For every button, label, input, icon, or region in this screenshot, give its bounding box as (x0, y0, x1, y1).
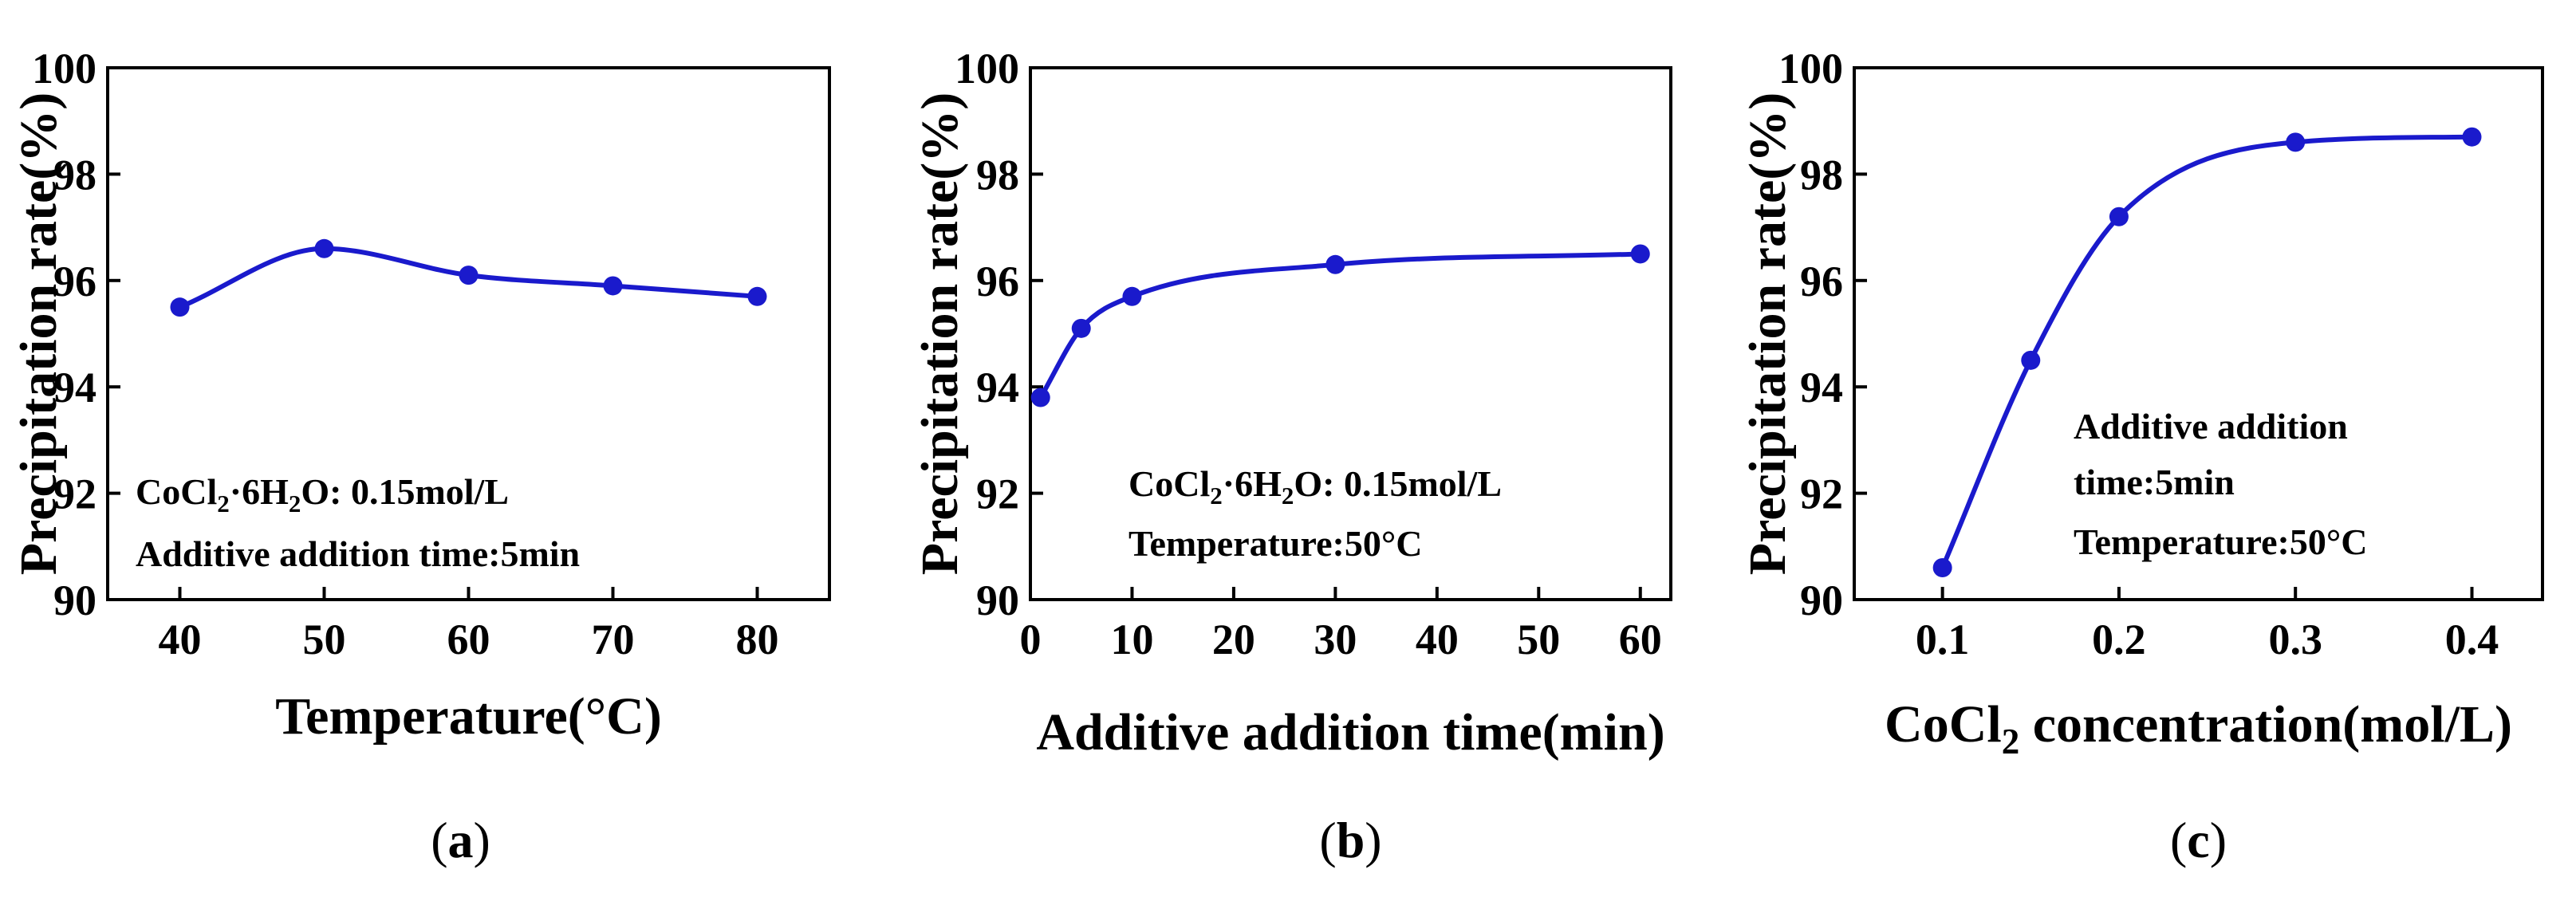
data-point (2462, 127, 2482, 147)
x-tick-label: 30 (1314, 616, 1357, 663)
series-line (1940, 134, 2472, 569)
y-tick-label: 90 (53, 576, 97, 624)
x-tick-label: 60 (1619, 616, 1662, 663)
data-point (1630, 244, 1650, 264)
data-point (1071, 318, 1091, 338)
x-tick-label: 40 (1416, 616, 1459, 663)
annotation-line: Temperature:50°C (1128, 523, 1422, 564)
x-tick-label: 0.2 (2092, 616, 2146, 663)
data-point (2286, 132, 2306, 152)
plot-frame (1029, 66, 1672, 601)
panel-label: (a) (431, 812, 490, 868)
y-tick-label: 90 (1800, 576, 1843, 624)
data-point (1030, 388, 1050, 407)
x-tick-label: 0 (1020, 616, 1042, 663)
x-tick-label: 60 (447, 616, 490, 663)
x-tick-label: 70 (592, 616, 635, 663)
y-tick-label: 92 (976, 470, 1019, 518)
annotation-line: Temperature:50°C (2074, 521, 2367, 562)
y-axis-title: Precipitation rate(%) (10, 92, 68, 575)
series-line (1038, 251, 1641, 399)
data-point (2021, 350, 2041, 370)
data-point (2109, 207, 2129, 226)
data-point (603, 276, 623, 296)
panel-label: (c) (2170, 812, 2227, 868)
data-point (170, 297, 190, 317)
x-tick-label: 50 (303, 616, 346, 663)
data-point (1932, 557, 1952, 577)
x-tick-label: 0.1 (1916, 616, 1970, 663)
annotation-line: Additive addition time:5min (136, 533, 580, 574)
x-tick-label: 10 (1110, 616, 1153, 663)
y-tick-label: 94 (976, 364, 1019, 411)
y-tick-label: 98 (976, 151, 1019, 199)
data-point (747, 286, 767, 306)
y-tick-label: 90 (976, 576, 1019, 624)
panel-b: 90 92 94 96 98 100 0 10 20 30 40 50 60 Additive addit… (911, 45, 1672, 868)
x-axis-title: Temperature(°C) (275, 687, 662, 746)
y-tick-label: 94 (1800, 364, 1843, 411)
plot-frame (1853, 66, 2544, 601)
data-point (314, 238, 334, 258)
y-tick-label: 98 (1800, 151, 1843, 199)
data-point (459, 266, 479, 285)
x-tick-label: 0.4 (2445, 616, 2499, 663)
annotation-line: Additive addition (2074, 406, 2348, 447)
y-tick-label: 94 (53, 364, 97, 411)
y-tick-label: 100 (32, 45, 97, 92)
x-tick-label: 0.3 (2268, 616, 2322, 663)
y-axis-title: Precipitation rate(%) (911, 92, 969, 575)
y-tick-label: 100 (1778, 45, 1843, 92)
y-tick-label: 100 (955, 45, 1019, 92)
y-tick-label: 92 (1800, 470, 1843, 518)
data-point (1325, 254, 1345, 274)
y-axis-title: Precipitation rate(%) (1739, 92, 1797, 575)
panel-a: 90 92 94 96 98 100 40 50 60 70 80 Temperature(°C) Pr… (10, 45, 831, 868)
y-tick-label: 92 (53, 470, 97, 518)
x-tick-label: 20 (1212, 616, 1255, 663)
annotation-line: time:5min (2074, 462, 2235, 502)
data-point (1122, 286, 1142, 306)
y-tick-label: 96 (1800, 258, 1843, 305)
x-axis-title: Additive addition time(min) (1036, 703, 1664, 761)
x-axis-title: CoCl2 concentration(mol/L) (1885, 695, 2512, 761)
panel-label: (b) (1319, 812, 1381, 868)
y-tick-label: 96 (976, 258, 1019, 305)
y-tick-label: 96 (53, 258, 97, 305)
y-tick-label: 98 (53, 151, 97, 199)
x-tick-label: 40 (159, 616, 202, 663)
x-tick-label: 80 (736, 616, 779, 663)
plot-frame (106, 66, 831, 601)
panel-c: 90 92 94 96 98 100 0.1 0.2 0.3 0.4 CoCl2 concentra… (1739, 45, 2544, 868)
annotation-line: CoCl2·6H2O: 0.15mol/L (136, 471, 509, 517)
annotation-line: CoCl2·6H2O: 0.15mol/L (1128, 463, 1502, 510)
x-tick-label: 50 (1517, 616, 1560, 663)
